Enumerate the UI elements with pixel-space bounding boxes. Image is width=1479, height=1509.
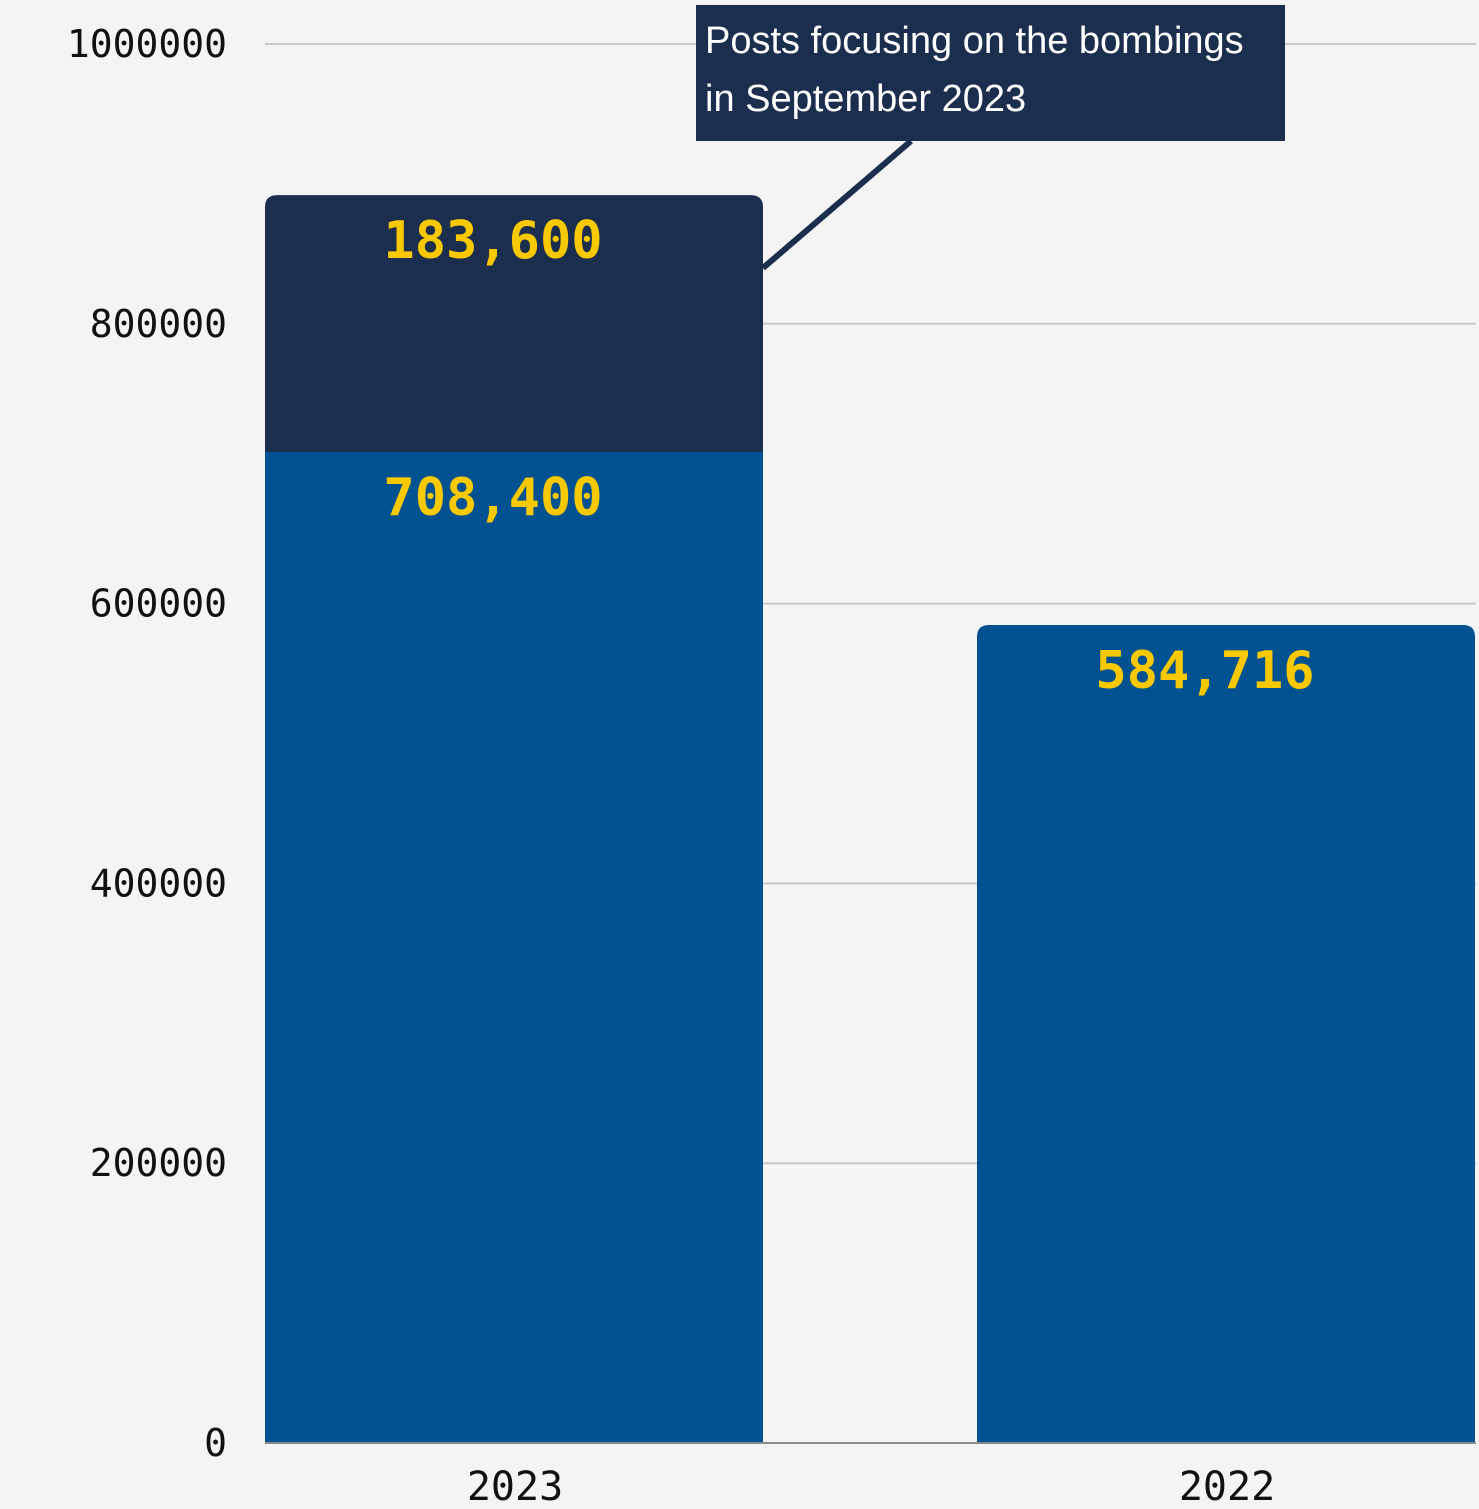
annotation-text-line: in September 2023 (705, 78, 1026, 120)
annotation-text-line: Posts focusing on the bombings (705, 20, 1244, 62)
value-label-2023-1: 183,600 (383, 211, 602, 271)
y-tick-label: 600000 (90, 582, 227, 626)
bar-segment-2023-0 (265, 451, 763, 1444)
annotation-box (696, 5, 1285, 141)
y-tick-label: 1000000 (67, 22, 227, 66)
annotation-leader-line (761, 138, 913, 271)
y-tick-label: 0 (204, 1421, 227, 1465)
y-tick-label: 800000 (90, 302, 227, 346)
y-tick-label: 400000 (90, 861, 227, 905)
x-tick-label: 2022 (1179, 1464, 1275, 1509)
y-tick-label: 200000 (90, 1141, 227, 1185)
annotation: Posts focusing on the bombings in Septemb… (696, 5, 1285, 271)
value-label-2022-0: 584,716 (1095, 641, 1314, 701)
bar-segment-2022-0 (977, 624, 1475, 1443)
bar-segment-2023-1 (265, 195, 763, 452)
axes: 0 200000 400000 600000 800000 1000000 2023 2022 (67, 22, 1476, 1509)
value-labels: 708,400 183,600 584,716 (383, 211, 1314, 701)
value-label-2023-0: 708,400 (383, 468, 602, 528)
bars (265, 195, 1475, 1444)
x-tick-label: 2023 (467, 1464, 563, 1509)
